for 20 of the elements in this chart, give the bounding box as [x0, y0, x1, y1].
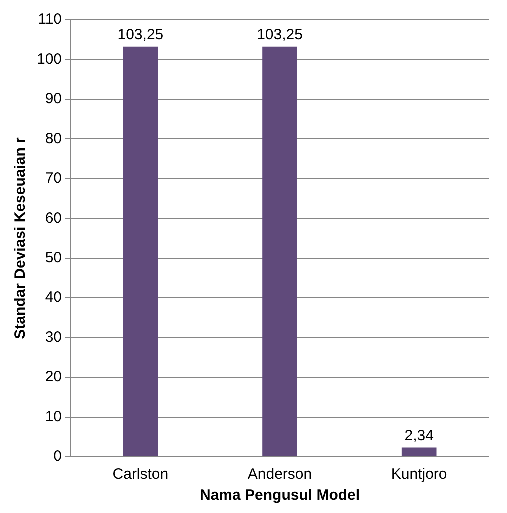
y-tick-label: 30: [45, 328, 62, 346]
data-label: 103,25: [257, 26, 303, 44]
y-tick-label: 70: [45, 170, 62, 188]
x-tick-label: Anderson: [248, 466, 312, 484]
y-tick-label: 0: [54, 448, 62, 466]
y-tick-label: 100: [36, 50, 62, 68]
y-tick-label: 50: [45, 250, 62, 267]
y-tick-label: 40: [45, 289, 62, 306]
y-tick-label: 110: [38, 11, 62, 28]
y-tick-label: 10: [45, 408, 62, 426]
y-tick-label: 20: [45, 368, 62, 386]
y-tick-label: 90: [45, 90, 62, 108]
y-axis-title: Standar Deviasi Keseuaian r: [12, 137, 30, 340]
x-tick-label: Kuntjoro: [391, 466, 448, 484]
x-tick-label: Carlston: [112, 466, 169, 484]
data-label: 103,25: [118, 26, 164, 44]
y-tick-label: 60: [45, 210, 62, 227]
data-label: 2,34: [404, 427, 434, 444]
x-axis-title: Nama Pengusul Model: [200, 487, 360, 504]
y-tick-label: 80: [45, 130, 62, 148]
